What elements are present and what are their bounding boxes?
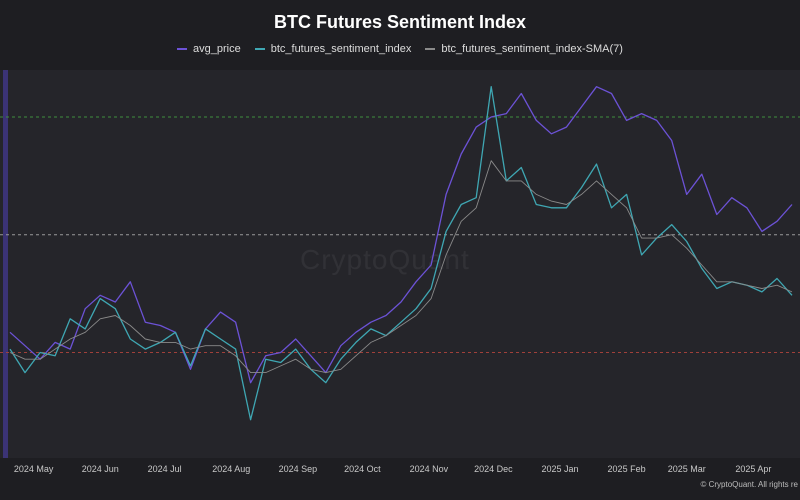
legend: avg_price btc_futures_sentiment_index bt… [0,43,800,55]
series-line-avg_price[interactable] [9,86,793,384]
x-tick-label: 2025 Jan [541,464,579,474]
legend-item-sentiment[interactable]: btc_futures_sentiment_index [254,43,412,55]
credit-text: © CryptoQuant. All rights re [700,480,799,489]
x-tick-label: 2024 Nov [409,464,449,474]
series-line-btc_futures_sentiment_index-SMA(7)[interactable] [9,160,793,374]
x-tick-label: 2024 Sep [278,464,318,474]
legend-item-sma[interactable]: btc_futures_sentiment_index-SMA(7) [425,43,623,55]
x-tick-label: 2024 Jun [81,464,119,474]
chart-title: BTC Futures Sentiment Index [273,12,527,32]
x-tick-label: 2024 May [13,464,54,474]
x-tick-label: 2024 Jul [147,464,182,474]
legend-item-avg-price[interactable]: avg_price [177,43,241,55]
x-tick-label: 2025 Apr [735,464,772,474]
series-line-btc_futures_sentiment_index[interactable] [9,86,793,421]
legend-swatch [254,48,265,50]
x-tick-label: 2024 Oct [344,464,381,474]
x-tick-label: 2024 Aug [212,464,251,474]
legend-label: avg_price [193,43,241,55]
legend-label: btc_futures_sentiment_index-SMA(7) [441,43,623,55]
legend-swatch [425,48,436,50]
chart-svg [0,86,800,421]
x-tick-label: 2025 Feb [607,464,646,474]
range-scrollbar[interactable] [3,70,8,458]
x-tick-label: 2024 Dec [474,464,513,474]
legend-swatch [177,48,188,50]
legend-label: btc_futures_sentiment_index [270,43,412,55]
x-tick-label: 2025 Mar [667,464,706,474]
